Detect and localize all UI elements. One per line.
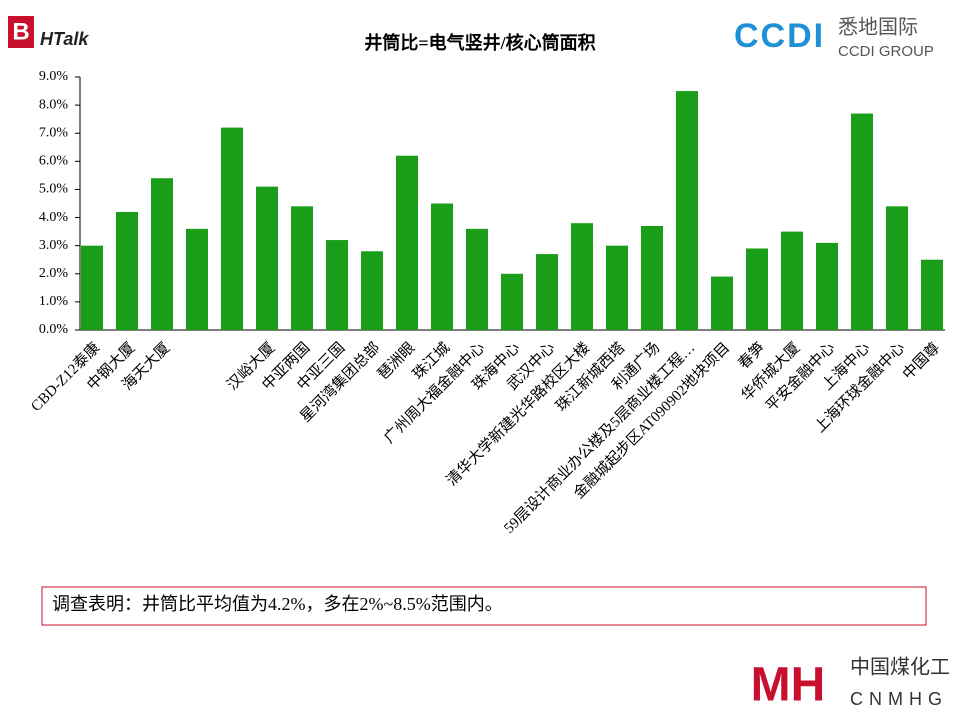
y-tick-label: 6.0% xyxy=(39,154,69,169)
y-tick-label: 1.0% xyxy=(39,294,69,309)
bar xyxy=(326,240,348,330)
bar xyxy=(186,228,208,330)
bar xyxy=(536,254,558,330)
bar xyxy=(81,245,103,330)
bar xyxy=(361,251,383,330)
logo-right-cn: 悉地国际 xyxy=(838,15,918,39)
bar xyxy=(221,127,243,330)
bar xyxy=(781,231,803,330)
note-box xyxy=(41,586,927,626)
bar xyxy=(816,242,838,330)
bar xyxy=(256,186,278,330)
bar xyxy=(886,206,908,330)
y-tick-label: 7.0% xyxy=(39,125,69,140)
y-tick-label: 8.0% xyxy=(39,97,69,112)
x-tick-label: 中国尊 xyxy=(899,339,943,383)
y-tick-label: 3.0% xyxy=(39,238,69,253)
bar xyxy=(151,178,173,330)
bar xyxy=(116,211,138,330)
bar xyxy=(746,248,768,330)
y-tick-label: 4.0% xyxy=(39,210,69,225)
bar xyxy=(501,273,523,330)
bar xyxy=(606,245,628,330)
bar xyxy=(921,259,943,330)
logo-box xyxy=(8,16,34,48)
chart-title: 井筒比=电气竖井/核心筒面积 xyxy=(364,32,595,53)
y-tick-label: 9.0% xyxy=(39,69,69,84)
bar xyxy=(431,203,453,330)
footer-cn: 中国煤化工 xyxy=(850,655,950,679)
logo-right-mark: CCDI xyxy=(734,17,825,55)
y-tick-label: 0.0% xyxy=(39,322,69,337)
bar xyxy=(571,223,593,330)
bar xyxy=(396,155,418,330)
x-tick-label: 琶洲眼 xyxy=(375,340,418,383)
logo-text: HTalk xyxy=(40,29,89,49)
bar xyxy=(676,91,698,330)
y-tick-label: 2.0% xyxy=(39,266,69,281)
bar xyxy=(851,113,873,331)
footer-en: CNMHG xyxy=(850,689,948,709)
logo-mark: B xyxy=(12,18,29,45)
bar xyxy=(466,228,488,330)
bar xyxy=(291,206,313,330)
footer-mark: MH xyxy=(751,659,826,712)
note: 调查表明：井筒比平均值为4.2%，多在2%~8.5%范围内。 xyxy=(52,594,503,614)
bar xyxy=(641,225,663,330)
logo-right-en: CCDI GROUP xyxy=(838,43,934,60)
bar xyxy=(711,276,733,330)
y-tick-label: 5.0% xyxy=(39,182,69,197)
